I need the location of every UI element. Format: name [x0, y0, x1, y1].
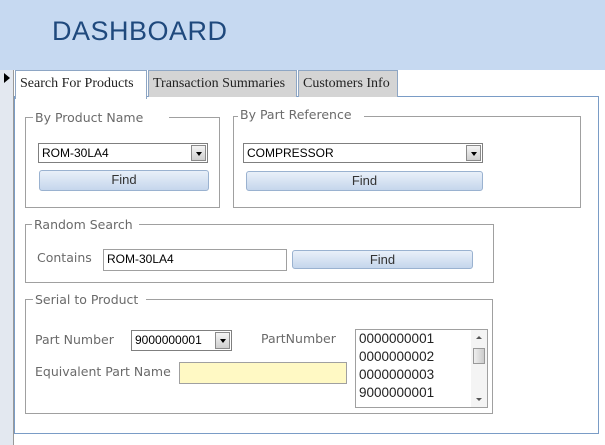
partnumber-listbox[interactable]: 0000000001 0000000002 0000000003 9000000…	[355, 329, 488, 408]
by-product-name-legend: By Product Name	[33, 110, 169, 125]
serial-to-product-legend: Serial to Product	[33, 292, 146, 307]
random-search-group	[25, 224, 494, 283]
listbox-scrollbar[interactable]	[471, 330, 487, 407]
part-number-combo[interactable]: 9000000001	[131, 330, 232, 351]
find-random-search-button[interactable]: Find	[292, 250, 473, 269]
tab-search-for-products[interactable]: Search For Products	[15, 70, 147, 99]
tab-transaction-summaries[interactable]: Transaction Summaries	[148, 70, 297, 97]
scroll-up-icon[interactable]	[476, 336, 482, 339]
product-name-combo[interactable]: ROM-30LA4	[38, 143, 208, 163]
find-by-product-button[interactable]: Find	[39, 170, 209, 191]
record-pointer-icon	[4, 73, 10, 83]
list-item[interactable]: 0000000002	[359, 349, 435, 364]
page-title: DASHBOARD	[52, 16, 228, 46]
list-item[interactable]: 0000000001	[359, 331, 435, 346]
contains-label: Contains	[37, 250, 92, 265]
product-name-value: ROM-30LA4	[42, 146, 109, 160]
header-bar: DASHBOARD	[0, 0, 605, 70]
chevron-down-icon[interactable]	[215, 332, 230, 349]
partnumber-list-label: PartNumber	[261, 331, 336, 346]
chevron-down-icon[interactable]	[191, 145, 206, 161]
list-item[interactable]: 0000000003	[359, 367, 435, 382]
part-number-value: 9000000001	[135, 333, 202, 347]
find-by-part-reference-button[interactable]: Find	[246, 171, 483, 191]
tab-customers-info[interactable]: Customers Info	[298, 70, 398, 97]
list-item[interactable]: 9000000001	[359, 385, 435, 400]
chevron-down-icon[interactable]	[466, 145, 481, 161]
scroll-down-icon[interactable]	[476, 398, 482, 401]
part-reference-combo[interactable]: COMPRESSOR	[243, 143, 483, 163]
scroll-thumb[interactable]	[473, 348, 485, 364]
part-number-label: Part Number	[35, 332, 114, 347]
contains-input[interactable]: ROM-30LA4	[103, 249, 287, 271]
equivalent-part-name-label: Equivalent Part Name	[35, 364, 171, 379]
equivalent-part-name-field[interactable]	[179, 362, 347, 384]
by-part-reference-group	[233, 116, 581, 208]
record-selector[interactable]	[0, 70, 14, 445]
part-reference-value: COMPRESSOR	[247, 146, 334, 160]
serial-to-product-group	[25, 299, 493, 414]
by-part-reference-legend: By Part Reference	[238, 107, 364, 122]
random-search-legend: Random Search	[32, 217, 139, 232]
